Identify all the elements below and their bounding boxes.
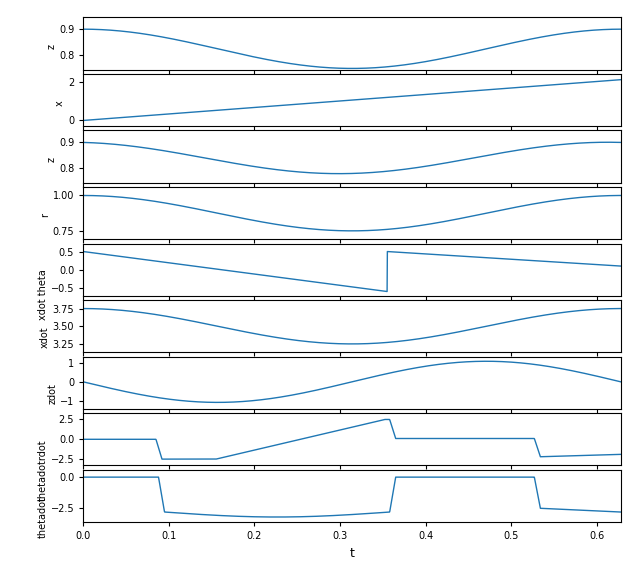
Y-axis label: z: z xyxy=(46,44,56,49)
Y-axis label: xdot theta: xdot theta xyxy=(38,270,48,320)
Y-axis label: z: z xyxy=(46,157,56,162)
Y-axis label: thetadot: thetadot xyxy=(38,496,48,538)
Y-axis label: x: x xyxy=(55,100,65,106)
Y-axis label: zdot: zdot xyxy=(47,383,57,404)
Y-axis label: thetadotrdot: thetadotrdot xyxy=(38,439,48,501)
X-axis label: t: t xyxy=(349,546,355,560)
Y-axis label: r: r xyxy=(40,213,50,217)
Y-axis label: xdot: xdot xyxy=(40,326,50,348)
